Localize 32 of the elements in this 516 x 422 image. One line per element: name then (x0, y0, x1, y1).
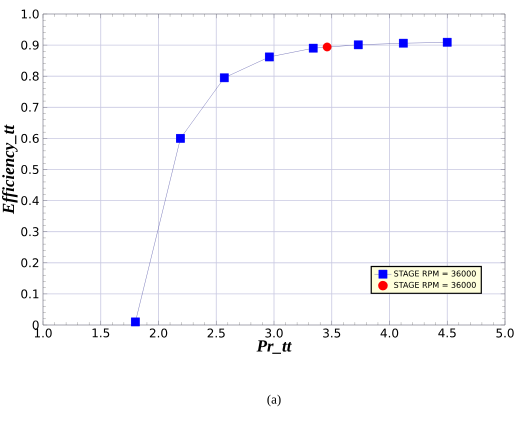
point (264, 52, 274, 62)
y-tick-label: 0.6 (21, 134, 39, 143)
x-tick-label: 5.0 (496, 328, 514, 338)
x-tick-label: 3.5 (323, 328, 340, 338)
y-tick-label: 0.2 (21, 258, 38, 268)
x-axis-title: Pr_tt (256, 340, 292, 354)
y-tick-label: 0.1 (21, 289, 38, 298)
x-tick-label: 2.5 (208, 328, 225, 338)
x-tick-label: 2.0 (150, 328, 168, 338)
y-tick-label: 0.5 (21, 164, 38, 174)
point (322, 42, 332, 52)
y-tick-label: 0.7 (21, 102, 38, 112)
x-tick-label: 1.0 (34, 328, 52, 338)
y-tick-label: 0.3 (21, 227, 39, 236)
x-tick-label: 4.0 (380, 328, 398, 338)
x-tick-label: 4.5 (438, 328, 456, 338)
y-tick-label: 0 (32, 320, 39, 330)
point (176, 134, 185, 143)
text: (a) (267, 394, 281, 406)
x-tick-label: 3.0 (265, 328, 283, 338)
y-tick-label: 0.4 (21, 196, 39, 206)
point (220, 73, 229, 82)
point (131, 318, 140, 326)
point (442, 38, 452, 47)
y-tick-label: 0.8 (21, 72, 39, 81)
y-axis-title: Efficiency_tt (2, 124, 18, 214)
point (354, 40, 363, 50)
x-tick-label: 1.5 (92, 328, 110, 338)
point (308, 44, 318, 53)
point (398, 38, 408, 48)
y-tick-label: 1.0 (22, 9, 39, 19)
y-tick-label: 0.9 (21, 40, 39, 50)
